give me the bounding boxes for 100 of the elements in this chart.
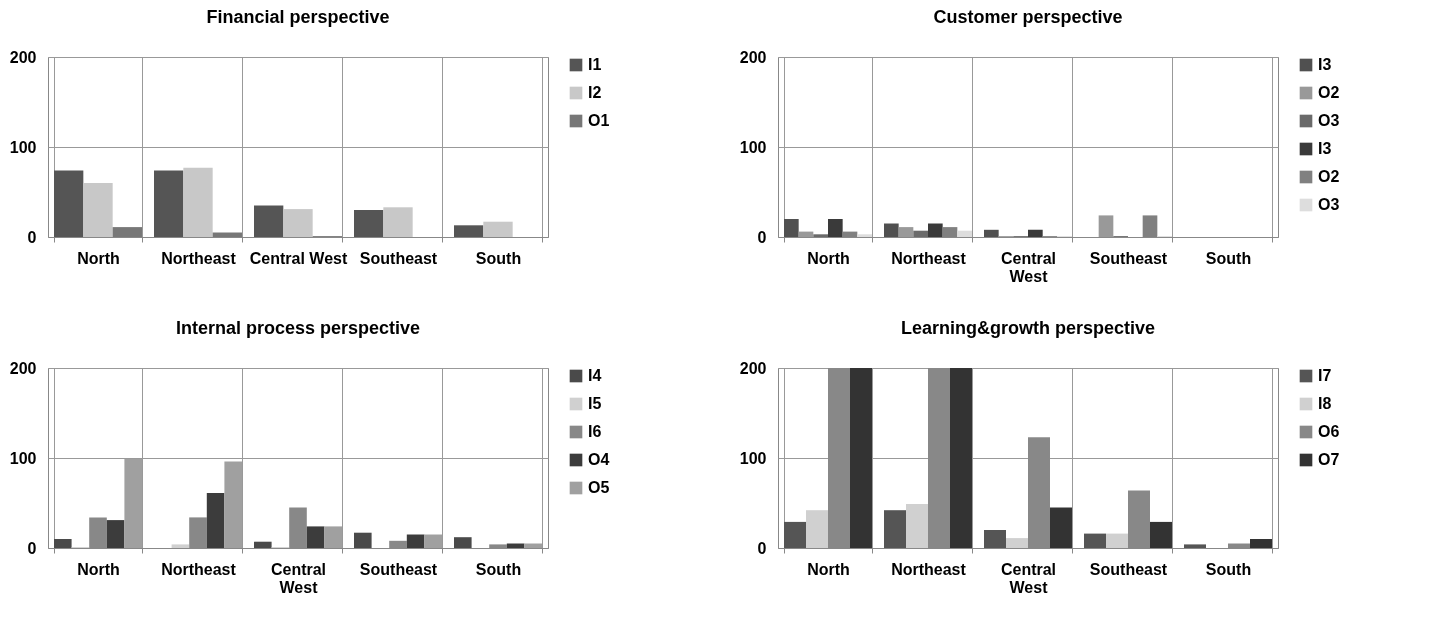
bar bbox=[483, 221, 513, 237]
legend-label: O4 bbox=[588, 451, 610, 468]
bar bbox=[112, 227, 142, 237]
y-tick-label: 100 bbox=[739, 138, 767, 156]
bar bbox=[957, 230, 972, 237]
x-tick-label: Southeast bbox=[1089, 560, 1168, 578]
y-tick-label: 100 bbox=[9, 138, 37, 156]
bar bbox=[950, 368, 972, 548]
x-tick-label: Central West bbox=[1000, 560, 1057, 596]
x-tick-label: South bbox=[475, 249, 522, 267]
bar bbox=[454, 225, 484, 237]
x-tick-label: Central West bbox=[249, 249, 348, 267]
bar bbox=[784, 219, 799, 237]
bar bbox=[1028, 229, 1043, 237]
x-tick-label: Southeast bbox=[1089, 249, 1168, 267]
legend-label: I3 bbox=[1318, 56, 1332, 73]
legend-label: O2 bbox=[1318, 84, 1340, 101]
bar bbox=[1050, 507, 1072, 548]
legend-label: O3 bbox=[1318, 112, 1340, 129]
legend-label: I6 bbox=[588, 423, 602, 440]
x-tick-label: South bbox=[1205, 249, 1252, 267]
bar bbox=[813, 234, 828, 237]
bar bbox=[306, 526, 325, 548]
y-tick-label: 200 bbox=[739, 359, 767, 377]
legend-label: I1 bbox=[588, 56, 602, 73]
y-tick-label: 0 bbox=[27, 539, 37, 557]
bar bbox=[454, 537, 472, 548]
y-tick-label: 0 bbox=[27, 228, 37, 246]
bar bbox=[1084, 533, 1106, 548]
bar bbox=[784, 521, 806, 548]
bar bbox=[54, 170, 84, 237]
bar bbox=[106, 520, 125, 548]
y-tick-label: 200 bbox=[739, 48, 767, 66]
chart-title: Internal process perspective bbox=[175, 318, 421, 338]
x-tick-label: North bbox=[77, 249, 120, 267]
bar bbox=[83, 183, 113, 237]
bar bbox=[884, 223, 899, 237]
x-tick-label: Central West bbox=[270, 560, 327, 596]
legend-label: O5 bbox=[588, 479, 610, 496]
bar bbox=[984, 530, 1006, 548]
bar bbox=[857, 234, 872, 237]
bar bbox=[928, 223, 943, 237]
x-tick-label: South bbox=[1205, 560, 1252, 578]
bar bbox=[54, 539, 72, 548]
bar bbox=[850, 368, 872, 548]
bar bbox=[383, 207, 413, 237]
x-tick-label: North bbox=[807, 249, 850, 267]
bar bbox=[406, 534, 425, 548]
x-tick-label: North bbox=[77, 560, 120, 578]
legend-label: O7 bbox=[1318, 451, 1340, 468]
chart-title: Learning&growth perspective bbox=[900, 318, 1156, 338]
legend-label: I5 bbox=[588, 395, 602, 412]
x-tick-label: South bbox=[475, 560, 522, 578]
bar bbox=[898, 227, 914, 237]
legend-label: I7 bbox=[1318, 367, 1332, 384]
legend-label: I2 bbox=[588, 84, 602, 101]
bar bbox=[254, 541, 272, 548]
x-tick-label: Northeast bbox=[891, 560, 967, 578]
bar bbox=[1098, 215, 1114, 237]
bar bbox=[154, 170, 184, 237]
legend-label: I3 bbox=[1318, 140, 1332, 157]
bar bbox=[171, 544, 190, 548]
bar bbox=[906, 503, 928, 548]
y-tick-label: 0 bbox=[757, 228, 767, 246]
bar bbox=[1006, 538, 1028, 548]
legend-label: O2 bbox=[1318, 168, 1340, 185]
bar bbox=[984, 229, 999, 237]
bar bbox=[828, 219, 843, 237]
bar bbox=[183, 167, 213, 237]
legend-label: I8 bbox=[1318, 395, 1332, 412]
bar bbox=[913, 230, 928, 237]
bar bbox=[354, 532, 372, 548]
x-tick-label: Southeast bbox=[359, 560, 438, 578]
bar bbox=[354, 210, 384, 237]
legend-label: O1 bbox=[588, 112, 610, 129]
bar bbox=[806, 510, 828, 548]
legend-label: O3 bbox=[1318, 196, 1340, 213]
bar bbox=[283, 209, 313, 237]
bar bbox=[884, 510, 906, 548]
bar bbox=[1150, 521, 1172, 548]
bar bbox=[1250, 539, 1272, 548]
x-tick-label: Northeast bbox=[161, 249, 237, 267]
bar bbox=[254, 205, 284, 237]
x-tick-label: Northeast bbox=[891, 249, 967, 267]
x-tick-label: Central West bbox=[1000, 249, 1057, 285]
y-tick-label: 200 bbox=[9, 48, 37, 66]
x-tick-label: Northeast bbox=[161, 560, 237, 578]
bar bbox=[1184, 544, 1206, 548]
x-tick-label: Southeast bbox=[359, 249, 438, 267]
legend-label: I4 bbox=[588, 367, 602, 384]
x-tick-label: North bbox=[807, 560, 850, 578]
bar bbox=[206, 493, 225, 548]
chart-title: Customer perspective bbox=[933, 7, 1123, 27]
y-tick-label: 0 bbox=[757, 539, 767, 557]
bar bbox=[1106, 533, 1128, 548]
chart-title: Financial perspective bbox=[206, 7, 390, 27]
y-tick-label: 100 bbox=[9, 449, 37, 467]
y-tick-label: 100 bbox=[739, 449, 767, 467]
legend-label: O6 bbox=[1318, 423, 1340, 440]
y-tick-label: 200 bbox=[9, 359, 37, 377]
